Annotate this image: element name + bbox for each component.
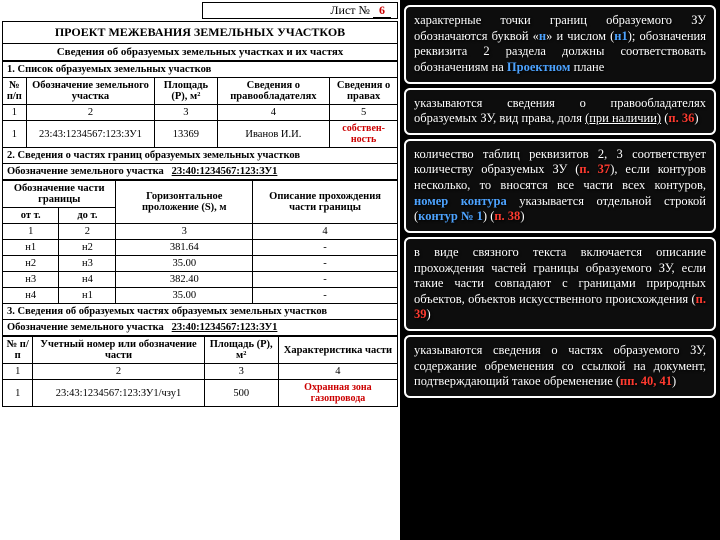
t3-r2: 500 bbox=[204, 380, 278, 407]
c: - bbox=[253, 240, 398, 256]
t: ) ( bbox=[483, 209, 494, 223]
t1-n3: 4 bbox=[217, 105, 330, 121]
c: н2 bbox=[59, 240, 116, 256]
t: н1 bbox=[614, 29, 627, 43]
t1-n4: 5 bbox=[330, 105, 398, 121]
desig-row: Обозначение земельного участка 23:40:123… bbox=[3, 164, 398, 180]
t: ) bbox=[520, 209, 524, 223]
t1-n1: 2 bbox=[26, 105, 155, 121]
t3-r3: Охранная зона газопровода bbox=[278, 380, 397, 407]
desig-val: 23:40:1234567:123:ЗУ1 bbox=[172, 166, 278, 177]
note-4: в виде связного текста включается описан… bbox=[404, 237, 716, 331]
t3-h1: Учетный номер или обозначение части bbox=[33, 337, 204, 364]
c: н2 bbox=[3, 256, 59, 272]
c: н1 bbox=[59, 288, 116, 304]
table-1: 1. Список образуемых земельных участков … bbox=[2, 61, 398, 180]
c: н1 bbox=[3, 240, 59, 256]
c: н4 bbox=[59, 272, 116, 288]
t3-n3: 4 bbox=[278, 364, 397, 380]
note-2: указываются сведения о правообладателях … bbox=[404, 88, 716, 135]
desig-label2: Обозначение земельного участка bbox=[7, 322, 164, 333]
t1-r0: 1 bbox=[3, 121, 27, 148]
t3-h0: № п/п bbox=[3, 337, 33, 364]
doc-title: ПРОЕКТ МЕЖЕВАНИЯ ЗЕМЕЛЬНЫХ УЧАСТКОВ bbox=[2, 21, 398, 44]
t1-r1: 23:43:1234567:123:ЗУ1 bbox=[26, 121, 155, 148]
t1-r4: собствен-ность bbox=[330, 121, 398, 148]
t1-h3: Сведения о правообладателях bbox=[217, 78, 330, 105]
t: пп. 40, 41 bbox=[620, 374, 672, 388]
t: п. 36 bbox=[668, 111, 694, 125]
t2-n0: 1 bbox=[3, 224, 59, 240]
doc-subtitle: Сведения об образуемых земельных участка… bbox=[2, 44, 398, 61]
t2-h1a: от т. bbox=[3, 208, 59, 224]
c: 381.64 bbox=[116, 240, 253, 256]
t1-r3: Иванов И.И. bbox=[217, 121, 330, 148]
t2-h1b: до т. bbox=[59, 208, 116, 224]
t3-n0: 1 bbox=[3, 364, 33, 380]
t1-h4: Сведения о правах bbox=[330, 78, 398, 105]
t: плане bbox=[570, 60, 604, 74]
t1-h1: Обозначение земельного участка bbox=[26, 78, 155, 105]
c: н4 bbox=[3, 288, 59, 304]
desig-label: Обозначение земельного участка bbox=[7, 166, 164, 177]
c: - bbox=[253, 288, 398, 304]
t: ) bbox=[694, 111, 698, 125]
t2-h3: Описание прохождения части границы bbox=[253, 181, 398, 224]
section-3: 3. Сведения об образуемых частях образуе… bbox=[3, 304, 398, 320]
c: - bbox=[253, 272, 398, 288]
t3-n1: 2 bbox=[33, 364, 204, 380]
note-3: количество таблиц реквизитов 2, 3 соотве… bbox=[404, 139, 716, 233]
sheet-text: Лист № bbox=[330, 3, 370, 17]
t1-h0: № п/п bbox=[3, 78, 27, 105]
t: номер контура bbox=[414, 194, 507, 208]
document-panel: Лист № 6 ПРОЕКТ МЕЖЕВАНИЯ ЗЕМЕЛЬНЫХ УЧАС… bbox=[0, 0, 400, 540]
t: (при наличии) bbox=[585, 111, 661, 125]
c: - bbox=[253, 256, 398, 272]
t3-h3: Характеристика части bbox=[278, 337, 397, 364]
section-1: 1. Список образуемых земельных участков bbox=[3, 62, 398, 78]
t: в виде связного текста включается описан… bbox=[414, 245, 706, 306]
t1-r2: 13369 bbox=[155, 121, 217, 148]
t3-r0: 1 bbox=[3, 380, 33, 407]
t: Проектном bbox=[507, 60, 571, 74]
t3-n2: 3 bbox=[204, 364, 278, 380]
t2-h2: Горизонтальное проложение (S), м bbox=[116, 181, 253, 224]
t: п. 37 bbox=[579, 162, 610, 176]
table-2: Обозначение части границы Горизонтальное… bbox=[2, 180, 398, 336]
desig-val2: 23:40:1234567:123:ЗУ1 bbox=[172, 322, 278, 333]
t: ) bbox=[427, 307, 431, 321]
table-3: № п/п Учетный номер или обозначение част… bbox=[2, 336, 398, 407]
section-2: 2. Сведения о частях границ образуемых з… bbox=[3, 148, 398, 164]
t: ) bbox=[672, 374, 676, 388]
t3-r1: 23:43:1234567:123:ЗУ1/чзу1 bbox=[33, 380, 204, 407]
t2-n3: 4 bbox=[253, 224, 398, 240]
t: п. 38 bbox=[494, 209, 520, 223]
t2-h1: Обозначение части границы bbox=[3, 181, 116, 208]
t2-n2: 3 bbox=[116, 224, 253, 240]
c: н3 bbox=[59, 256, 116, 272]
t2-n1: 2 bbox=[59, 224, 116, 240]
notes-panel: характерные точки границ образуемого ЗУ … bbox=[400, 0, 720, 540]
t3-h2: Площадь (P), м² bbox=[204, 337, 278, 364]
c: 382.40 bbox=[116, 272, 253, 288]
t1-h2: Площадь (P), м² bbox=[155, 78, 217, 105]
c: 35.00 bbox=[116, 256, 253, 272]
t1-n0: 1 bbox=[3, 105, 27, 121]
t: » и числом ( bbox=[546, 29, 614, 43]
t1-n2: 3 bbox=[155, 105, 217, 121]
desig-row2: Обозначение земельного участка 23:40:123… bbox=[3, 320, 398, 336]
c: н3 bbox=[3, 272, 59, 288]
c: 35.00 bbox=[116, 288, 253, 304]
note-1: характерные точки границ образуемого ЗУ … bbox=[404, 5, 716, 84]
note-5: указываются сведения о частях образуемог… bbox=[404, 335, 716, 398]
sheet-num: 6 bbox=[373, 3, 391, 18]
t: контур № 1 bbox=[418, 209, 483, 223]
sheet-label: Лист № 6 bbox=[202, 2, 398, 19]
